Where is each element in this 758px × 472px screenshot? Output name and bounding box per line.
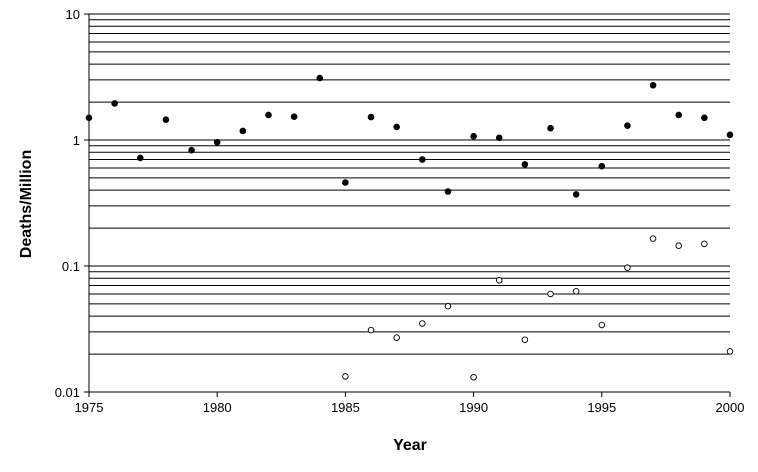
data-point-filled bbox=[572, 191, 580, 198]
y-tick-label: 1 bbox=[73, 133, 80, 148]
data-point-filled bbox=[624, 122, 631, 129]
data-point-filled bbox=[136, 154, 144, 162]
y-tick-label: 10 bbox=[66, 7, 80, 22]
x-tick-label: 1975 bbox=[75, 400, 104, 415]
gridlines bbox=[89, 13, 730, 355]
x-axis-title: Year bbox=[393, 437, 427, 454]
x-tick-label: 2000 bbox=[716, 400, 745, 415]
data-point-filled bbox=[547, 124, 554, 132]
data-point-filled bbox=[444, 188, 452, 195]
y-tick-label: 0.01 bbox=[55, 385, 80, 400]
x-tick-label: 1990 bbox=[459, 400, 488, 415]
y-axis-title: Deaths/Million bbox=[18, 150, 35, 258]
y-tick-labels: 0.01 0.1 1 10 bbox=[55, 7, 80, 400]
data-point-filled bbox=[470, 132, 477, 140]
y-tick-label: 0.1 bbox=[62, 259, 80, 274]
data-point-open bbox=[598, 321, 606, 329]
data-point-filled bbox=[419, 156, 426, 163]
x-tick-label: 1985 bbox=[331, 400, 360, 415]
data-point-open bbox=[572, 288, 580, 295]
data-point-filled bbox=[213, 138, 221, 146]
data-point-filled bbox=[701, 114, 708, 122]
data-point-filled bbox=[342, 179, 349, 186]
axes bbox=[84, 13, 731, 397]
data-point-filled bbox=[290, 113, 298, 121]
data-point-filled bbox=[598, 162, 606, 170]
data-point-open bbox=[547, 290, 554, 298]
data-point-open bbox=[444, 302, 452, 310]
data-point-filled bbox=[649, 81, 657, 89]
data-points bbox=[85, 74, 734, 381]
data-point-open bbox=[649, 235, 657, 242]
data-point-filled bbox=[265, 111, 272, 119]
data-point-open bbox=[701, 240, 708, 248]
x-tick-label: 1995 bbox=[587, 400, 616, 415]
data-point-open bbox=[419, 320, 426, 327]
data-point-filled bbox=[675, 111, 683, 119]
data-point-open bbox=[342, 373, 349, 380]
x-tick-labels: 1975 1980 1985 1990 1995 2000 bbox=[75, 400, 745, 415]
data-point-filled bbox=[393, 123, 400, 131]
data-point-filled bbox=[316, 74, 324, 82]
data-point-filled bbox=[726, 131, 734, 139]
data-point-open bbox=[675, 242, 682, 249]
data-point-filled bbox=[85, 114, 93, 122]
data-point-open bbox=[495, 277, 503, 284]
data-point-open bbox=[393, 334, 400, 341]
data-point-filled bbox=[162, 116, 170, 123]
data-point-filled bbox=[239, 127, 247, 135]
data-point-filled bbox=[495, 134, 503, 142]
data-point-filled bbox=[521, 161, 529, 168]
data-point-open bbox=[470, 373, 477, 381]
data-point-open bbox=[624, 264, 631, 271]
data-point-filled bbox=[188, 146, 195, 154]
data-point-filled bbox=[111, 100, 118, 107]
x-tick-label: 1980 bbox=[203, 400, 232, 415]
data-point-open bbox=[521, 336, 529, 343]
data-point-filled bbox=[367, 113, 375, 121]
data-point-open bbox=[367, 326, 375, 334]
data-point-open bbox=[726, 348, 734, 355]
